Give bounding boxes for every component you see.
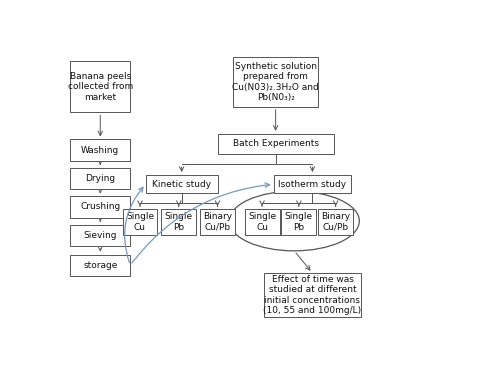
Text: Crushing: Crushing — [80, 203, 120, 211]
FancyBboxPatch shape — [122, 209, 158, 235]
Text: Single
Cu: Single Cu — [248, 212, 276, 232]
Text: Washing: Washing — [81, 146, 120, 155]
Text: Sieving: Sieving — [84, 231, 117, 240]
Text: Binary
Cu/Pb: Binary Cu/Pb — [321, 212, 350, 232]
FancyBboxPatch shape — [70, 255, 130, 276]
Text: Drying: Drying — [85, 174, 116, 183]
Text: Isotherm study: Isotherm study — [278, 180, 346, 189]
FancyBboxPatch shape — [233, 57, 318, 107]
Text: Synthetic solution
prepared from
Cu(N03)₂.3H₂O and
Pb(N0₃)₂: Synthetic solution prepared from Cu(N03)… — [232, 62, 319, 102]
FancyBboxPatch shape — [282, 209, 316, 235]
FancyBboxPatch shape — [70, 225, 130, 246]
Text: Binary
Cu/Pb: Binary Cu/Pb — [203, 212, 232, 232]
FancyBboxPatch shape — [70, 196, 130, 218]
FancyBboxPatch shape — [70, 139, 130, 161]
FancyBboxPatch shape — [318, 209, 353, 235]
Text: storage: storage — [83, 261, 117, 270]
FancyBboxPatch shape — [162, 209, 196, 235]
FancyBboxPatch shape — [70, 168, 130, 189]
Text: Single
Cu: Single Cu — [126, 212, 154, 232]
Text: Single
Pb: Single Pb — [164, 212, 193, 232]
FancyBboxPatch shape — [200, 209, 235, 235]
Text: Single
Pb: Single Pb — [285, 212, 313, 232]
FancyBboxPatch shape — [218, 134, 334, 154]
FancyBboxPatch shape — [244, 209, 280, 235]
FancyBboxPatch shape — [264, 273, 361, 317]
FancyBboxPatch shape — [70, 61, 130, 113]
Text: Kinetic study: Kinetic study — [152, 180, 211, 189]
FancyBboxPatch shape — [274, 175, 351, 193]
Text: Batch Experiments: Batch Experiments — [232, 139, 318, 148]
Text: Effect of time was
studied at different
initial concentrations
(10, 55 and 100mg: Effect of time was studied at different … — [264, 275, 362, 315]
FancyBboxPatch shape — [146, 175, 218, 193]
Text: Banana peels
collected from
market: Banana peels collected from market — [68, 72, 133, 102]
